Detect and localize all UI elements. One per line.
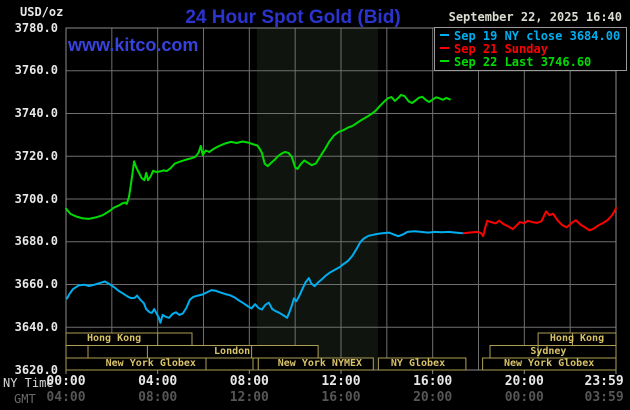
x-axis-label-gmt: 00:00	[504, 390, 544, 405]
price-line-sep22	[65, 93, 451, 220]
session-label: New York Globex	[105, 358, 196, 369]
x-axis-label-ny: 08:00	[229, 374, 269, 389]
legend-label: Sep 19 NY close 3684.00	[454, 29, 621, 43]
price-line-sep19	[66, 230, 465, 324]
chart-title: 24 Hour Spot Gold (Bid)	[185, 7, 401, 28]
price-line-sep21	[462, 207, 617, 238]
x-axis-label-gmt: 12:00	[229, 390, 269, 405]
datetime-label: September 22, 2025 16:40	[448, 10, 622, 24]
x-axis-label-gmt: 03:59	[584, 390, 624, 405]
legend-marker-red	[440, 47, 449, 49]
gmt-caption: GMT	[14, 392, 36, 406]
x-axis-label-gmt: 04:00	[46, 390, 86, 405]
y-axis-label: 3640.0	[14, 319, 58, 334]
legend-row-sep22: Sep 22 Last 3746.60	[440, 56, 626, 69]
x-axis-label-ny: 20:00	[504, 374, 544, 389]
y-axis-label: 3660.0	[14, 277, 58, 291]
x-axis-label-ny: 23:59	[584, 374, 624, 389]
session-box	[377, 357, 467, 371]
x-axis-label-ny: 00:00	[46, 374, 86, 389]
x-axis-label-ny: 16:00	[413, 374, 453, 389]
session-label: London	[214, 345, 251, 357]
x-axis-label-ny: 04:00	[138, 374, 178, 389]
y-axis-label: 3740.0	[14, 106, 58, 120]
y-axis-label: 3700.0	[14, 191, 58, 206]
legend-box: Sep 19 NY close 3684.00 Sep 21 Sunday Se…	[434, 27, 627, 71]
x-axis-label-ny: 12:00	[321, 374, 361, 389]
session-box	[257, 357, 374, 371]
x-axis-label-gmt: 08:00	[138, 390, 178, 405]
y-axis-label: 3680.0	[14, 234, 58, 249]
y-axis-unit-label: USD/oz	[20, 5, 64, 19]
session-label: Hong Kong	[549, 333, 605, 345]
legend-label: Sep 22 Last 3746.60	[454, 55, 592, 69]
kitco-watermark: www.kitco.com	[68, 35, 199, 55]
legend-marker-cyan	[440, 34, 449, 36]
x-axis-label-gmt: 20:00	[413, 390, 453, 405]
legend-label: Sep 21 Sunday	[454, 42, 548, 56]
session-label: New York Globex	[503, 358, 595, 369]
session-label: Hong Kong	[87, 333, 142, 345]
session-label: New York NYMEX	[277, 358, 363, 369]
y-axis-label: 3620.0	[14, 362, 58, 377]
ny-time-caption: NY Time	[3, 376, 54, 390]
session-label: NY Globex	[390, 358, 446, 369]
session-box	[482, 357, 617, 371]
y-axis-label: 3780.0	[14, 20, 58, 35]
y-axis-label: 3760.0	[14, 63, 58, 78]
legend-marker-green	[440, 60, 449, 62]
legend-row-sep21: Sep 21 Sunday	[440, 43, 626, 56]
y-axis-label: 3720.0	[14, 148, 58, 163]
legend-row-sep19: Sep 19 NY close 3684.00	[440, 30, 626, 43]
x-axis-label-gmt: 16:00	[321, 390, 361, 405]
session-label: Sydney	[530, 345, 567, 357]
